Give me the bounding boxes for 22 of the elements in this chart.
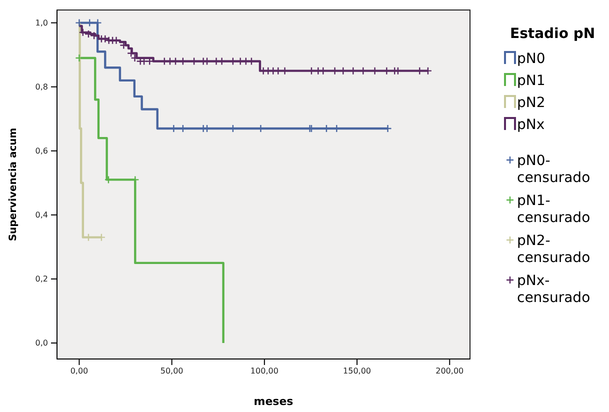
legend-label: pN0 [517,51,546,67]
x-tick-label: 100,00 [250,366,278,376]
y-tick-label: 1,0 [35,18,48,28]
legend-label: pN2-censurado [517,233,590,266]
legend-label: pN1-censurado [517,193,590,226]
y-tick-label: 0,8 [35,82,48,92]
legend-title: Estadio pN [510,26,596,42]
legend-label: pN2 [517,95,546,111]
legend-label: pN1 [517,73,546,89]
y-tick-label: 0,6 [35,146,48,156]
legend-label: pNx [517,117,545,133]
x-tick-label: 0,00 [70,366,88,376]
y-tick-label: 0,2 [35,274,48,284]
y-tick-label: 0,4 [35,210,48,220]
legend-label: pNx-censurado [517,273,590,306]
x-tick-label: 150,00 [343,366,372,376]
y-tick-label: 0,0 [35,338,48,348]
legend-label: pN0-censurado [517,153,590,186]
x-tick-label: 50,00 [160,366,184,376]
x-axis-title: meses [254,395,294,408]
y-axis-title: Supervivencia acum [8,128,19,242]
x-tick-label: 200,00 [436,366,464,376]
